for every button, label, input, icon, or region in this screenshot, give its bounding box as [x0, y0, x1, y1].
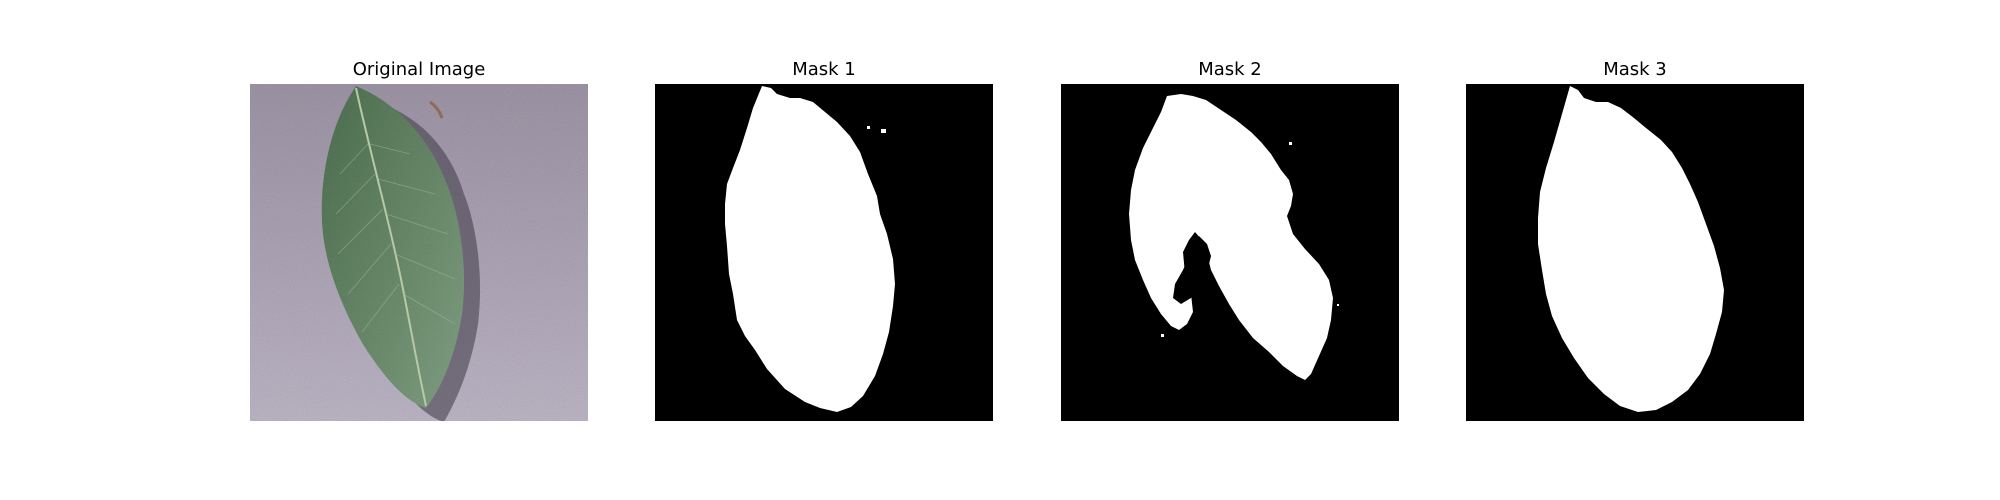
leaf-photo	[250, 84, 588, 421]
mask-speck	[881, 129, 886, 133]
mask-2-image	[1061, 84, 1399, 421]
leaf-veins	[335, 143, 456, 333]
mask-region	[1538, 86, 1724, 412]
leaf-midrib	[355, 87, 427, 407]
mask-region	[725, 86, 895, 412]
panel-mask-2: Mask 2	[1061, 0, 1399, 500]
panel-title: Mask 2	[1198, 59, 1262, 80]
mask-1	[655, 84, 993, 421]
panel-title: Original Image	[352, 59, 486, 80]
mask-3-image	[1466, 84, 1804, 421]
mask-hole	[1173, 236, 1211, 304]
panel-mask-1: Mask 1	[655, 0, 993, 500]
mask-3	[1466, 84, 1804, 421]
mask-speck	[867, 126, 870, 129]
leaf-blemish	[429, 100, 444, 119]
leaf	[321, 86, 465, 408]
panel-mask-3: Mask 3	[1466, 0, 1804, 500]
mask-region	[1129, 94, 1333, 380]
panel-original-image: Original Image	[250, 0, 588, 500]
mask-specks	[1161, 142, 1339, 337]
original-image	[250, 84, 588, 421]
mask-1-image	[655, 84, 993, 421]
panel-title: Mask 3	[1603, 59, 1667, 80]
mask-2	[1061, 84, 1399, 421]
panel-title: Mask 1	[792, 59, 856, 80]
